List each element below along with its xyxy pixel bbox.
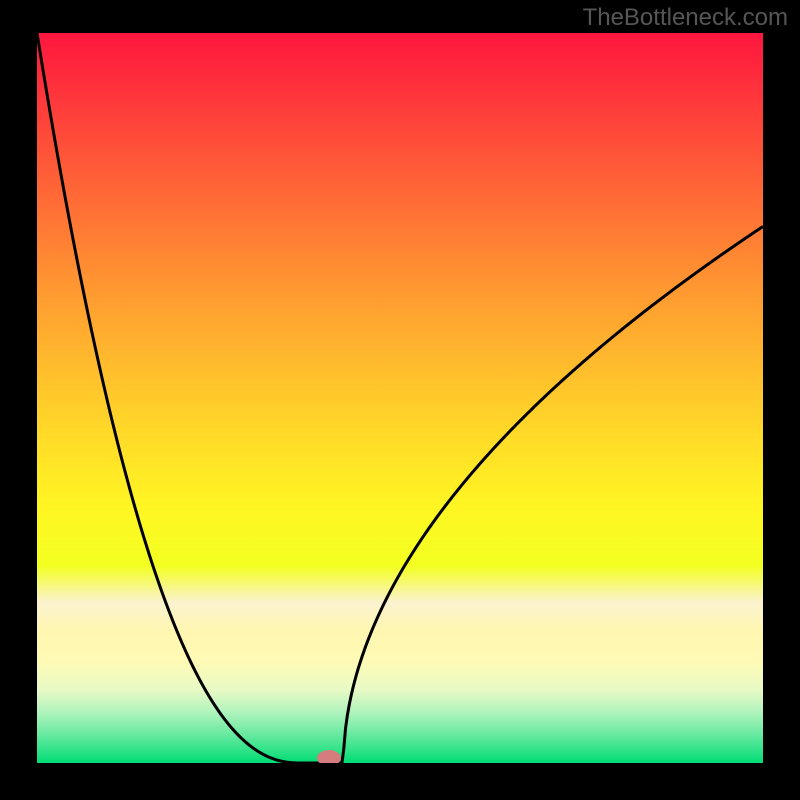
bottleneck-curve bbox=[37, 33, 763, 763]
plot-area bbox=[37, 33, 763, 763]
chart-stage: TheBottleneck.com bbox=[0, 0, 800, 800]
attribution-text: TheBottleneck.com bbox=[583, 4, 788, 32]
bottleneck-curve-path bbox=[37, 33, 763, 763]
optimum-marker bbox=[317, 750, 341, 763]
